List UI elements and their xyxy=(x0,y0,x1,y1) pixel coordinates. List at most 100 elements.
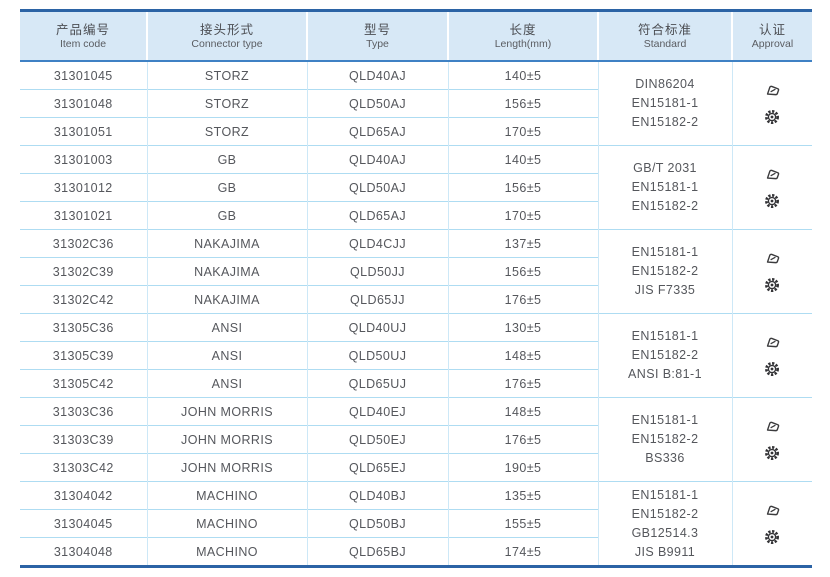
approval-stamp-icon xyxy=(764,502,781,519)
cell-type: QLD40AJ xyxy=(306,145,448,174)
cell-standards: DIN86204 EN15181-1 EN15182-2 xyxy=(597,60,732,146)
approval-stamp-icon xyxy=(764,82,781,99)
table-row: 31303C39 JOHN MORRIS QLD50EJ 176±5 xyxy=(20,425,812,454)
column-header-zh: 产品编号 xyxy=(55,22,110,37)
cell-length: 156±5 xyxy=(447,173,598,202)
header-row: 产品编号 Item code 接头形式 Connector type 型号 Type 长度 L… xyxy=(20,12,812,62)
table-row: 31301003 GB QLD40AJ 140±5 GB/T 2031 EN15181-1… xyxy=(20,145,812,230)
table-row: 31301021 GB QLD65AJ 170±5 xyxy=(20,201,812,230)
cell-type: QLD40UJ xyxy=(306,313,448,342)
cell-length: 155±5 xyxy=(447,509,598,538)
column-header-zh: 认证 xyxy=(758,22,786,37)
cell-length: 176±5 xyxy=(447,285,598,314)
cell-type: QLD4CJJ xyxy=(306,229,448,258)
cell-standards: GB/T 2031 EN15181-1 EN15182-2 xyxy=(597,145,732,230)
column-header-zh: 型号 xyxy=(363,22,391,37)
cell-item-code: 31305C36 xyxy=(20,313,147,342)
cell-length: 148±5 xyxy=(447,397,598,426)
standard-line: BS336 xyxy=(645,451,685,465)
column-header: 产品编号 Item code xyxy=(20,12,147,62)
approval-stamp-icon xyxy=(764,418,781,435)
cell-length: 156±5 xyxy=(447,89,598,118)
standard-line: EN15182-2 xyxy=(631,199,699,213)
cell-connector-type: MACHINO xyxy=(146,509,307,538)
standard-line: EN15181-1 xyxy=(631,96,699,110)
cell-connector-type: STORZ xyxy=(146,117,307,146)
cell-approval xyxy=(731,313,812,398)
table-header: 产品编号 Item code 接头形式 Connector type 型号 Type 长度 L… xyxy=(20,12,812,62)
cell-approval xyxy=(731,229,812,314)
cell-connector-type: MACHINO xyxy=(146,537,307,565)
cell-length: 148±5 xyxy=(447,341,598,370)
cell-length: 140±5 xyxy=(447,145,598,174)
cell-item-code: 31305C42 xyxy=(20,369,147,398)
cell-type: QLD65BJ xyxy=(306,537,448,565)
cell-type: QLD50AJ xyxy=(306,173,448,202)
cell-type: QLD50BJ xyxy=(306,509,448,538)
column-header: 认证 Approval xyxy=(731,12,812,62)
cell-connector-type: GB xyxy=(146,173,307,202)
approval-stamp-icon xyxy=(764,334,781,351)
cell-item-code: 31303C42 xyxy=(20,453,147,482)
cell-length: 174±5 xyxy=(447,537,598,565)
table-row: 31305C39 ANSI QLD50UJ 148±5 xyxy=(20,341,812,370)
cell-type: QLD50AJ xyxy=(306,89,448,118)
approval-gear-icon xyxy=(764,444,781,461)
cell-type: QLD65EJ xyxy=(306,453,448,482)
cell-length: 137±5 xyxy=(447,229,598,258)
standard-line: GB12514.3 xyxy=(631,525,699,540)
cell-item-code: 31302C39 xyxy=(20,257,147,286)
approval-stamp-icon xyxy=(764,166,781,183)
cell-item-code: 31301048 xyxy=(20,89,147,118)
cell-approval xyxy=(731,60,812,146)
cell-type: QLD65AJ xyxy=(306,117,448,146)
approval-gear-icon xyxy=(764,360,781,377)
column-header-en: Connector type xyxy=(191,37,263,50)
cell-type: QLD50UJ xyxy=(306,341,448,370)
standard-line: EN15181-1 xyxy=(631,329,699,343)
cell-item-code: 31302C42 xyxy=(20,285,147,314)
approval-gear-icon xyxy=(764,192,781,209)
cell-approval xyxy=(731,145,812,230)
standard-line: EN15182-2 xyxy=(631,115,699,129)
cell-approval xyxy=(731,481,812,565)
table-row: 31302C42 NAKAJIMA QLD65JJ 176±5 xyxy=(20,285,812,314)
cell-length: 135±5 xyxy=(447,481,598,510)
table-row: 31303C42 JOHN MORRIS QLD65EJ 190±5 xyxy=(20,453,812,482)
column-header: 长度 Length(mm) xyxy=(447,12,598,62)
approval-gear-icon xyxy=(764,108,781,125)
cell-type: QLD50JJ xyxy=(306,257,448,286)
cell-connector-type: STORZ xyxy=(146,89,307,118)
column-header-zh: 接头形式 xyxy=(199,22,254,37)
cell-length: 176±5 xyxy=(447,425,598,454)
cell-item-code: 31303C36 xyxy=(20,397,147,426)
column-header: 型号 Type xyxy=(306,12,448,62)
standard-line: ANSI B:81-1 xyxy=(628,367,702,381)
cell-connector-type: ANSI xyxy=(146,313,307,342)
cell-type: QLD40BJ xyxy=(306,481,448,510)
cell-connector-type: JOHN MORRIS xyxy=(146,453,307,482)
cell-length: 140±5 xyxy=(447,60,598,90)
cell-connector-type: ANSI xyxy=(146,341,307,370)
column-header-en: Length(mm) xyxy=(494,37,552,50)
cell-connector-type: JOHN MORRIS xyxy=(146,425,307,454)
standard-line: GB/T 2031 xyxy=(633,161,697,175)
cell-standards: EN15181-1 EN15182-2 GB12514.3 JIS B9911 xyxy=(597,481,732,565)
cell-item-code: 31305C39 xyxy=(20,341,147,370)
standard-line: EN15182-2 xyxy=(631,506,699,521)
standard-line: JIS F7335 xyxy=(634,283,696,297)
cell-item-code: 31302C36 xyxy=(20,229,147,258)
table-row: 31305C36 ANSI QLD40UJ 130±5 EN15181-1 EN15182… xyxy=(20,313,812,398)
table-row: 31303C36 JOHN MORRIS QLD40EJ 148±5 EN15181-1… xyxy=(20,397,812,482)
cell-connector-type: NAKAJIMA xyxy=(146,257,307,286)
standard-line: EN15181-1 xyxy=(631,245,699,259)
cell-connector-type: NAKAJIMA xyxy=(146,285,307,314)
cell-item-code: 31301012 xyxy=(20,173,147,202)
cell-approval xyxy=(731,397,812,482)
standard-line: EN15181-1 xyxy=(631,487,699,502)
cell-length: 156±5 xyxy=(447,257,598,286)
column-header: 接头形式 Connector type xyxy=(146,12,307,62)
standard-line: EN15182-2 xyxy=(631,432,699,446)
cell-connector-type: JOHN MORRIS xyxy=(146,397,307,426)
standard-line: EN15181-1 xyxy=(631,413,699,427)
